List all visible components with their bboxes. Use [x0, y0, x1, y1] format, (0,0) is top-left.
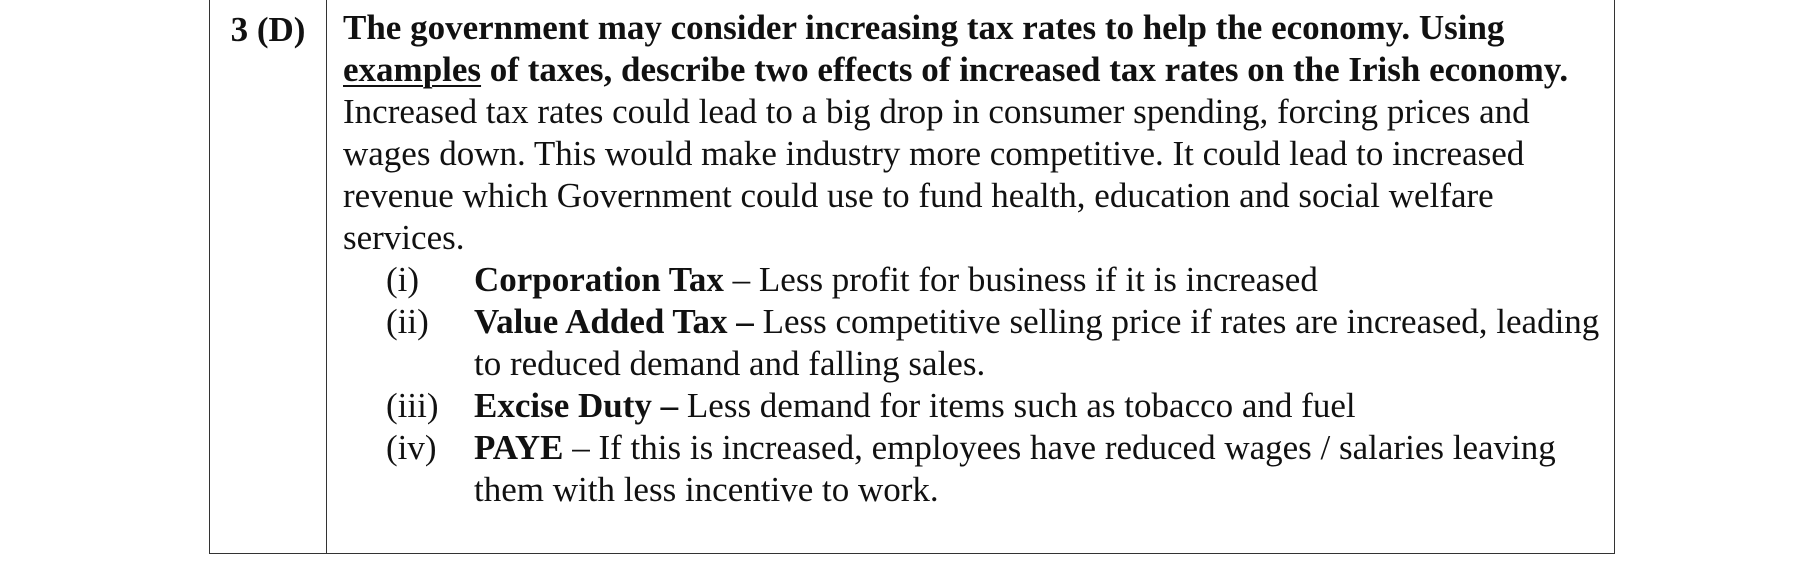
tax-name: Value Added Tax – [474, 302, 754, 341]
tax-separator: – [732, 260, 751, 299]
list-item: (iii) Excise Duty – Less demand for item… [343, 385, 1604, 427]
list-item: (ii) Value Added Tax – Less competitive … [343, 301, 1604, 385]
list-item-marker: (i) [386, 260, 420, 299]
answer-intro: Increased tax rates could lead to a big … [343, 92, 1530, 257]
list-item-body: PAYE – If this is increased, employees h… [474, 427, 1604, 511]
question-underlined-word: examples [343, 50, 482, 89]
list-item-marker: (iv) [386, 428, 437, 467]
tax-list: (i) Corporation Tax – Less profit for bu… [343, 259, 1604, 511]
list-item: (i) Corporation Tax – Less profit for bu… [343, 259, 1604, 301]
list-item-body: Excise Duty – Less demand for items such… [474, 385, 1604, 427]
question-number: 3 (D) [230, 10, 306, 49]
tax-name: Excise Duty – [474, 386, 679, 425]
list-item-body: Corporation Tax – Less profit for busine… [474, 259, 1604, 301]
question-text-part2: of taxes, describe two effects of increa… [489, 50, 1569, 89]
list-item: (iv) PAYE – If this is increased, employ… [343, 427, 1604, 511]
list-item-body: Value Added Tax – Less competitive selli… [474, 301, 1604, 385]
list-item-marker: (iii) [386, 386, 439, 425]
tax-effect: Less profit for business if it is increa… [758, 260, 1318, 299]
question-number-cell: 3 (D) [209, 0, 327, 554]
question-text-part1: The government may consider increasing t… [343, 8, 1505, 47]
list-item-marker: (ii) [386, 302, 429, 341]
tax-separator: – [572, 428, 590, 467]
tax-effect: Less demand for items such as tobacco an… [686, 386, 1356, 425]
tax-effect: Less competitive selling price if rates … [474, 302, 1600, 383]
answer-table: 3 (D) The government may consider increa… [209, 0, 1615, 554]
question-text: The government may consider increasing t… [343, 7, 1604, 91]
table-row: 3 (D) The government may consider increa… [209, 0, 1615, 554]
tax-effect: If this is increased, employees have red… [474, 428, 1556, 509]
tax-name: PAYE [474, 428, 564, 467]
content-cell: The government may consider increasing t… [326, 0, 1615, 554]
tax-name: Corporation Tax [474, 260, 724, 299]
